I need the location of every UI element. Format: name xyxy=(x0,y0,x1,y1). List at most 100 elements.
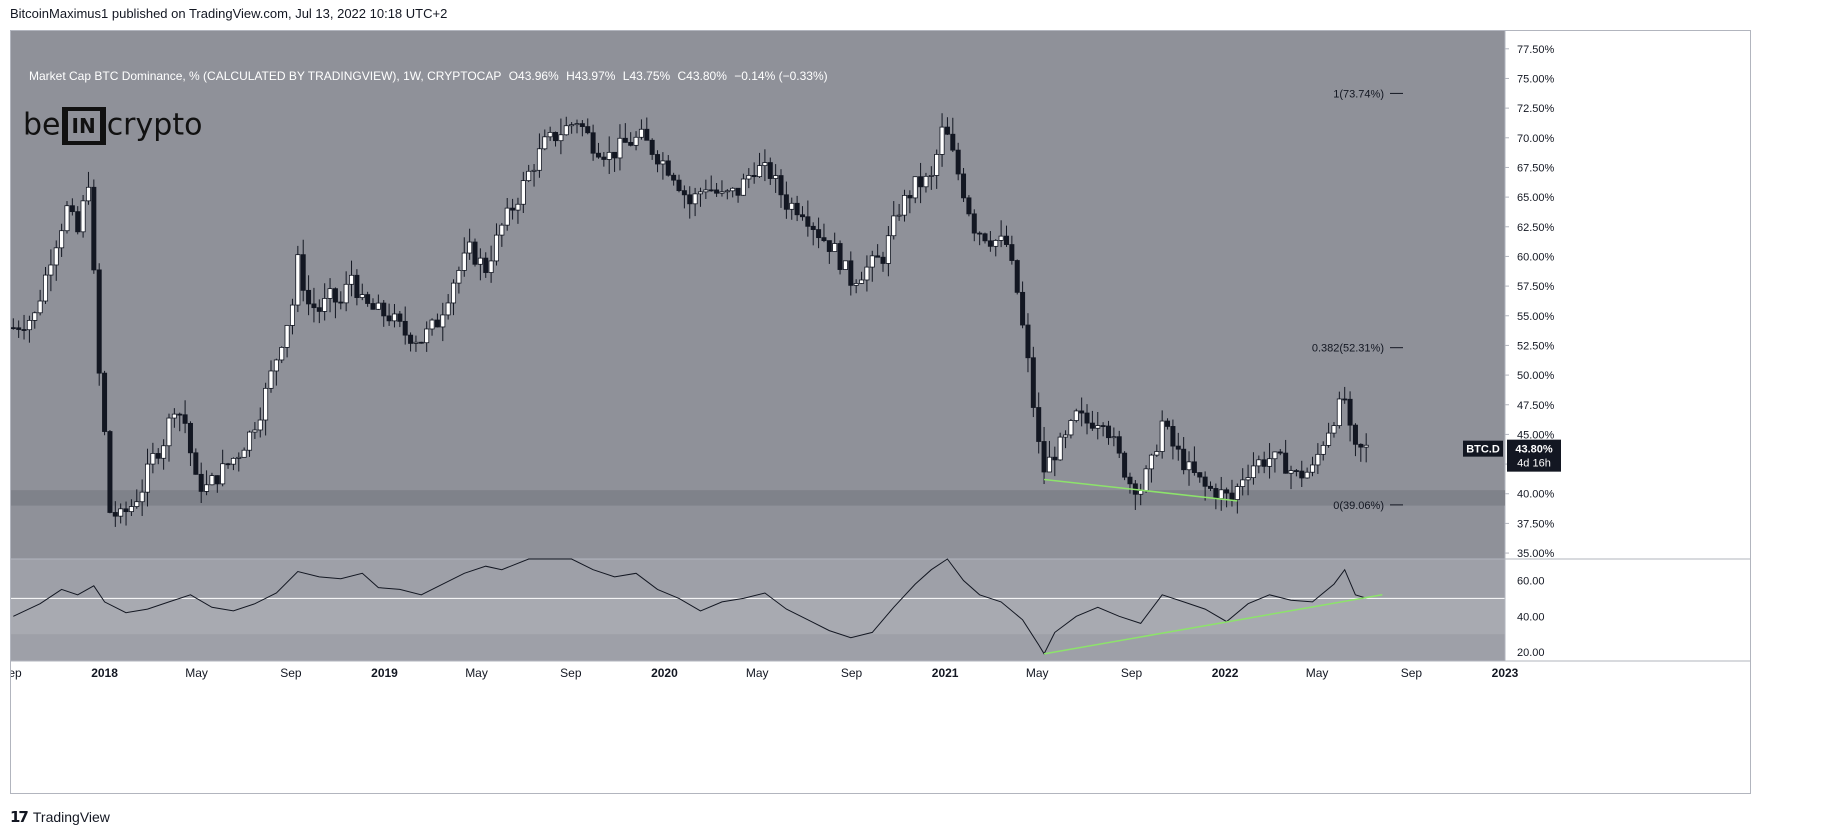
candle xyxy=(263,382,269,436)
candle xyxy=(488,245,494,283)
legend-low: L43.75% xyxy=(622,69,671,83)
price-tag-bg xyxy=(1507,439,1561,472)
candle xyxy=(585,118,591,135)
candle xyxy=(1234,483,1240,514)
candle xyxy=(1224,487,1230,508)
candle xyxy=(1358,443,1364,462)
candle xyxy=(289,298,295,335)
fib-level-label: 0.382(52.31%) xyxy=(1312,343,1384,355)
candle xyxy=(1175,432,1181,461)
candle xyxy=(64,201,70,234)
candle xyxy=(247,430,253,457)
price-tick-label: 65.00% xyxy=(1517,192,1555,204)
candle xyxy=(982,232,988,244)
candle xyxy=(134,489,140,509)
candle xyxy=(1148,453,1154,483)
candle xyxy=(429,318,435,336)
candle xyxy=(1245,464,1251,496)
candle xyxy=(1095,411,1101,440)
candle xyxy=(697,187,703,207)
candle xyxy=(1020,281,1026,329)
candle xyxy=(391,304,397,328)
candle xyxy=(971,209,977,242)
rsi-legend-extra2: ø xyxy=(239,689,248,703)
candle xyxy=(778,169,784,208)
candle xyxy=(569,122,575,134)
candle xyxy=(1052,446,1058,477)
candle xyxy=(993,239,999,257)
legend-close: C43.80% xyxy=(677,69,727,83)
candle xyxy=(252,422,258,439)
candle xyxy=(1272,451,1278,473)
candle xyxy=(1165,418,1171,430)
candle xyxy=(472,238,478,267)
candle xyxy=(681,185,687,209)
candle xyxy=(1181,437,1187,475)
candle xyxy=(1363,433,1369,463)
candle xyxy=(1283,439,1289,474)
candle xyxy=(536,133,542,178)
candle xyxy=(950,117,956,153)
candle xyxy=(692,187,698,217)
candle xyxy=(493,223,499,266)
candle xyxy=(155,448,161,465)
candle xyxy=(762,149,768,182)
time-tick-label: Sep xyxy=(280,666,302,680)
candle xyxy=(783,181,789,219)
candle xyxy=(257,407,263,438)
candle xyxy=(1170,419,1176,460)
candle xyxy=(118,503,124,524)
candle xyxy=(859,271,865,284)
beincrypto-watermark: be IN crypto xyxy=(23,107,202,145)
candle xyxy=(816,217,822,249)
candle xyxy=(220,449,226,487)
candle xyxy=(32,311,38,329)
candle xyxy=(891,201,897,240)
price-tag-countdown: 4d 16h xyxy=(1517,458,1551,470)
candle xyxy=(1089,410,1095,431)
candle xyxy=(628,132,634,147)
candle xyxy=(1267,443,1273,479)
tradingview-logo[interactable]: 𝟭𝟳 TradingView xyxy=(10,808,110,826)
candle xyxy=(714,182,720,197)
chart-svg[interactable]: 77.50% 75.00% 72.50% 70.00% 67.50% 65.00% 62.5… xyxy=(11,31,1750,793)
candle xyxy=(48,249,54,292)
candle xyxy=(966,195,972,217)
candle xyxy=(483,252,489,278)
candle xyxy=(542,129,548,151)
candle xyxy=(773,164,779,193)
rsi-band xyxy=(11,598,1505,635)
candle xyxy=(354,269,360,306)
tradingview-wordmark: TradingView xyxy=(32,809,110,825)
price-tick-label: 37.50% xyxy=(1517,518,1555,530)
candle xyxy=(649,138,655,160)
candle xyxy=(1352,423,1358,457)
rsi-support-trendline xyxy=(1043,594,1383,655)
candle xyxy=(1068,418,1074,439)
candle xyxy=(21,314,27,340)
candle xyxy=(268,360,274,393)
candle xyxy=(660,152,666,180)
candle xyxy=(1342,386,1348,404)
candle xyxy=(1036,392,1042,454)
candle xyxy=(1143,465,1149,493)
price-tick-label: 50.00% xyxy=(1517,370,1555,382)
candle xyxy=(1304,467,1310,479)
symbol-tag-bg xyxy=(1463,440,1503,457)
candle xyxy=(595,142,601,159)
time-tick-label: Sep xyxy=(560,666,582,680)
candle xyxy=(204,470,210,496)
candle xyxy=(11,318,16,330)
candle xyxy=(1326,422,1332,448)
candle xyxy=(236,452,242,472)
candle xyxy=(1057,432,1063,461)
candle xyxy=(440,302,446,342)
chart-frame[interactable]: 77.50% 75.00% 72.50% 70.00% 67.50% 65.00% 62.5… xyxy=(10,30,1751,794)
candle xyxy=(510,198,516,220)
legend-high: H43.97% xyxy=(566,69,616,83)
price-support-trendline xyxy=(1043,478,1238,502)
candle xyxy=(655,150,661,173)
candle xyxy=(80,194,86,238)
tradingview-icon: 𝟭𝟳 xyxy=(10,809,29,826)
candle xyxy=(1100,422,1106,437)
